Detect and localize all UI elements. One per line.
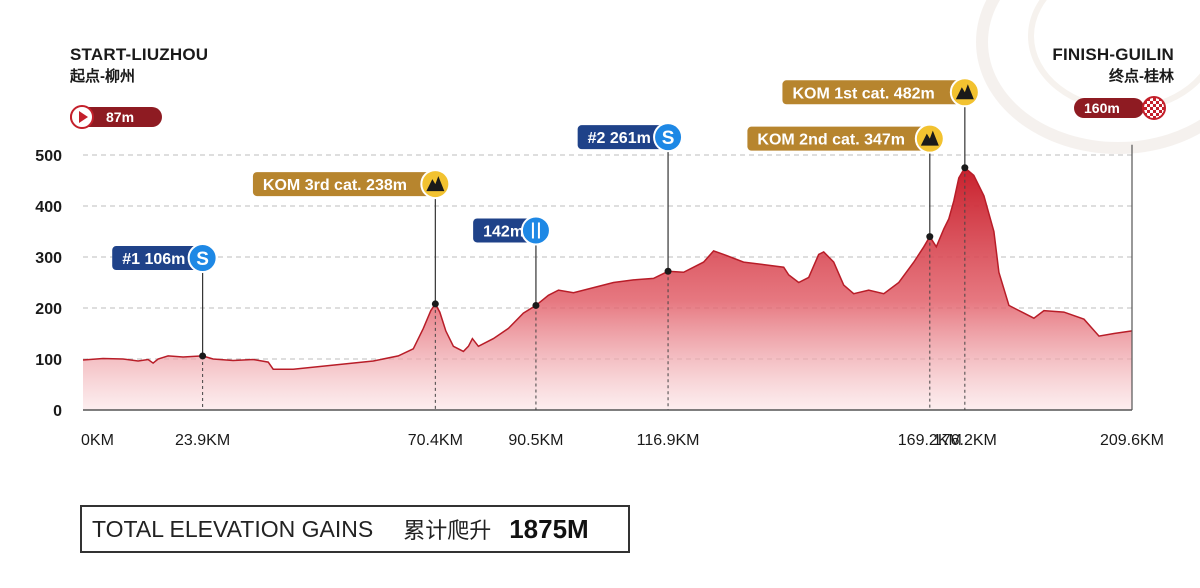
- marker-label: #2 261m: [588, 130, 651, 147]
- finish-name-zh: 终点-桂林: [1109, 68, 1174, 85]
- start-name: START-LIUZHOU: [70, 45, 209, 64]
- x-tick-label: 0KM: [81, 432, 114, 449]
- marker-label: #1 106m: [122, 251, 185, 268]
- mountain-icon-shape: [920, 130, 939, 146]
- marker-label: KOM 2nd cat. 347m: [757, 132, 905, 149]
- start-name-zh: 起点-柳州: [70, 68, 135, 85]
- x-tick-label: 116.9KM: [637, 432, 700, 449]
- profile-area: [82, 166, 1133, 410]
- route-markers: #1 106m S KOM 3rd cat. 238m 142m #2 261m S KOM…: [112, 77, 980, 410]
- sprint-s-glyph: S: [662, 128, 675, 149]
- sprint-s-icon: [653, 122, 684, 153]
- total-elevation-box: TOTAL ELEVATION GAINS 累计爬升 1875M: [80, 505, 630, 553]
- x-tick-label: 23.9KM: [175, 432, 230, 449]
- y-tick-label: 200: [35, 301, 62, 318]
- play-icon: [70, 105, 94, 129]
- sprint-s-icon: [187, 243, 218, 274]
- total-elevation-label-zh: 累计爬升: [403, 518, 492, 543]
- marker-dot: [664, 267, 672, 275]
- marker-badge: [782, 80, 975, 105]
- start-elevation: 87m: [106, 109, 135, 125]
- start-elevation-tag: 87m: [70, 105, 162, 129]
- x-axis: 0KM 23.9KM 70.4KM 90.5KM 116.9KM 169.2KM176.2…: [81, 144, 1164, 449]
- marker-dot: [431, 300, 439, 308]
- x-tick-label: 90.5KM: [508, 432, 563, 449]
- elevation-line: [82, 166, 1133, 370]
- total-elevation-label: TOTAL ELEVATION GAINS: [92, 515, 374, 542]
- marker-dot: [199, 352, 207, 360]
- marker-badge: [747, 126, 940, 151]
- y-tick-label: 100: [35, 352, 62, 369]
- marker-dot: [532, 301, 540, 309]
- checkered-flag-icon: [1142, 96, 1166, 120]
- elevation-area: [83, 167, 1132, 410]
- mountain-icon-shape: [955, 84, 974, 100]
- y-axis: 0 100 200 300 400 500: [35, 148, 62, 420]
- x-tick-label: 70.4KM: [408, 432, 463, 449]
- sprint-s-glyph: S: [196, 249, 209, 270]
- marker-badge: [112, 246, 213, 271]
- y-tick-label: 400: [35, 199, 62, 216]
- finish-elevation: 160m: [1084, 100, 1120, 116]
- x-tick-label: 209.6KM: [1100, 432, 1164, 449]
- marker-label: KOM 1st cat. 482m: [792, 85, 934, 102]
- x-tick-label: 176.2KM: [933, 432, 997, 449]
- mountain-icon-shape: [426, 176, 445, 192]
- finish-name: FINISH-GUILIN: [1052, 45, 1174, 64]
- marker-dot: [961, 164, 969, 172]
- finish-location: FINISH-GUILIN 终点-桂林: [1052, 45, 1174, 86]
- x-tick-label: 169.2KM: [898, 432, 962, 449]
- marker-badge: [577, 125, 679, 150]
- finish-elevation-tag: 160m: [1074, 96, 1166, 120]
- y-tick-label: 300: [35, 250, 62, 267]
- y-tick-label: 500: [35, 148, 62, 165]
- marker-label: KOM 3rd cat. 238m: [263, 177, 407, 194]
- fork-knife-icon: [520, 215, 551, 246]
- marker-dot: [926, 233, 934, 241]
- marker-label: 142m: [483, 223, 524, 240]
- marker-badge: [252, 172, 446, 197]
- total-elevation-value: 1875M: [509, 513, 589, 544]
- start-location: START-LIUZHOU 起点-柳州: [70, 45, 208, 86]
- y-tick-label: 0: [53, 403, 62, 420]
